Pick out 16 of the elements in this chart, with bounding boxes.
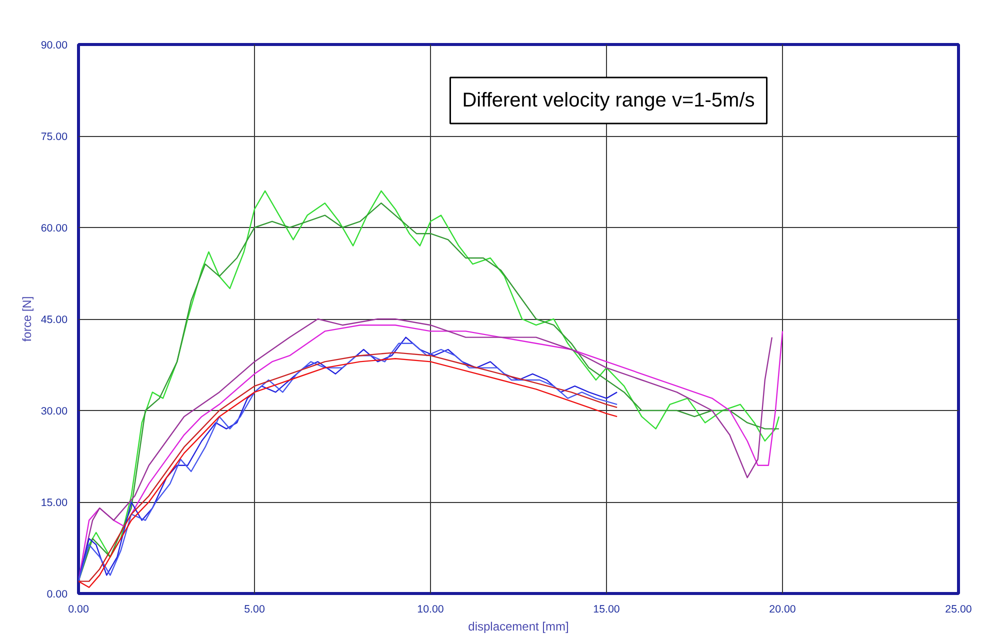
- y-tick-label: 30.00: [40, 406, 68, 418]
- y-tick-label: 75.00: [40, 131, 68, 143]
- x-tick-label: 20.00: [769, 604, 796, 616]
- y-tick-label: 15.00: [40, 497, 68, 509]
- y-tick-label: 45.00: [40, 314, 68, 326]
- x-axis-title: displacement [mm]: [468, 620, 569, 634]
- y-tick-label: 0.00: [46, 588, 68, 600]
- x-tick-label: 10.00: [417, 604, 444, 616]
- y-axis-title: force [N]: [20, 296, 34, 342]
- x-tick-label: 25.00: [945, 604, 972, 616]
- x-tick-label: 5.00: [244, 604, 265, 616]
- x-tick-label: 0.00: [68, 604, 89, 616]
- x-tick-label: 15.00: [593, 604, 620, 616]
- y-tick-label: 60.00: [40, 222, 68, 234]
- annotation: Different velocity range v=1-5m/s: [462, 90, 755, 112]
- y-tick-label: 90.00: [40, 40, 68, 52]
